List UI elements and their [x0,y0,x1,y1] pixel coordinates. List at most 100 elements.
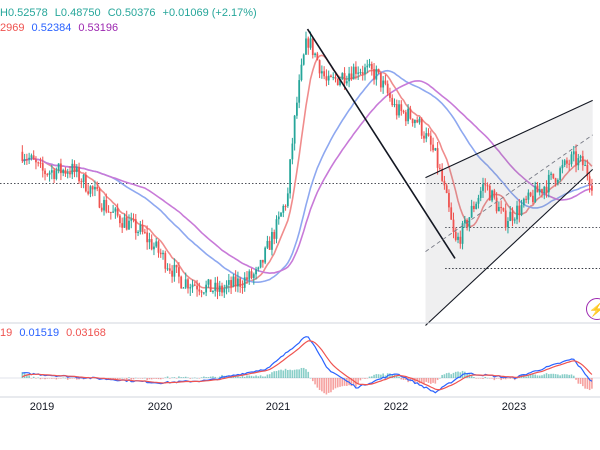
macd-histogram-bar [448,372,450,378]
candle-body [123,217,126,228]
macd-histogram-bar [477,378,480,379]
candle-body [159,252,162,255]
macd-histogram-bar [341,378,344,387]
candle-body [434,148,437,151]
macd-histogram-bar [405,378,407,380]
candle-body [516,205,518,220]
macd-histogram-bar [175,378,178,379]
candle-body [509,211,512,222]
candle-body [53,170,56,179]
macd-histogram-bar [332,378,335,390]
macd-histogram-bar [357,378,359,385]
candle-body [407,108,410,122]
macd-histogram-bar [157,378,160,380]
tick-label-2021: 2021 [265,401,291,413]
candle-body [212,290,214,292]
macd-histogram-bar [318,378,321,391]
candle-body [184,279,187,288]
macd-histogram-bar [21,372,24,378]
candle-body [336,78,339,86]
macd-histogram-bar [180,377,182,378]
candle-body [94,186,96,190]
candle-body [28,157,31,160]
macd-histogram-bar [502,378,505,380]
macd-histogram-bar [466,373,468,378]
macd-histogram-bar [69,378,71,379]
candle-body [563,160,566,166]
macd-histogram-bar [275,371,278,378]
candle-body [330,75,332,78]
candle-body [121,223,124,228]
macd-histogram-bar [346,378,348,386]
macd-histogram-bar [277,370,280,378]
macd-histogram-bar [450,374,453,378]
macd-histogram-bar [527,375,530,378]
macd-histogram-bar [459,372,462,378]
macd-histogram-bar [498,378,500,379]
candle-body [202,292,205,294]
candle-body [71,163,74,175]
candle-body [41,163,44,171]
candle-body [173,264,176,277]
candle-body [325,76,328,81]
candle-body [584,165,587,167]
candle-body [525,198,528,200]
macd-histogram-bar [572,375,575,378]
ma-value-3: 0.53196 [78,22,119,34]
lightning-icon[interactable]: ⚡ [586,298,600,320]
candle-body [166,268,169,270]
candle-body [507,221,509,228]
macd-histogram-bar [57,378,60,379]
candle-body [66,172,69,174]
macd-histogram-bar [264,376,266,378]
candle-body [327,75,330,81]
macd-histogram-bar [359,378,362,381]
candle-body [78,166,80,182]
macd-histogram-bar [26,374,28,378]
macd-histogram-bar [282,370,285,378]
candle-body [187,279,189,289]
macd-histogram-bar [266,374,269,378]
candle-body [543,186,546,193]
macd-histogram-bar [214,376,217,378]
candle-body [466,220,469,228]
candle-body [191,284,194,288]
candle-body [339,79,341,86]
macd-histogram-bar [259,375,262,378]
macd-histogram-bar [121,377,123,379]
candle-body [189,287,192,289]
candle-body [368,63,371,66]
macd-histogram-bar [289,369,291,378]
macd-histogram-bar [203,376,205,378]
macd-histogram-bar [325,378,328,395]
macd-histogram-bar [134,377,137,379]
candle-body [500,206,503,209]
candle-body [205,284,208,293]
candle-body [237,278,239,287]
macd-histogram-bar [148,378,151,380]
macd-histogram-bar [46,378,49,379]
candle-body [57,163,60,171]
signal-line-value: 0.03168 [66,327,106,339]
macd-histogram-bar [402,378,405,380]
macd-histogram-bar [32,376,35,378]
candle-body [572,151,575,155]
macd-histogram-bar [28,375,30,378]
macd-histogram-bar [457,371,459,378]
macd-histogram-bar [212,376,214,378]
candle-body [427,133,430,136]
macd-histogram-bar [128,377,130,378]
macd-histogram-bar [198,378,201,379]
candle-body [289,159,292,194]
macd-histogram-bar [71,378,74,379]
candle-body [588,176,591,186]
macd-histogram-bar [582,378,584,387]
candle-body [109,211,112,213]
macd-histogram-bar [364,378,366,379]
candle-body [157,241,160,253]
candle-body [364,67,366,75]
candle-body [275,219,278,239]
candle-body [225,284,228,289]
macd-histogram-bar [171,377,173,378]
